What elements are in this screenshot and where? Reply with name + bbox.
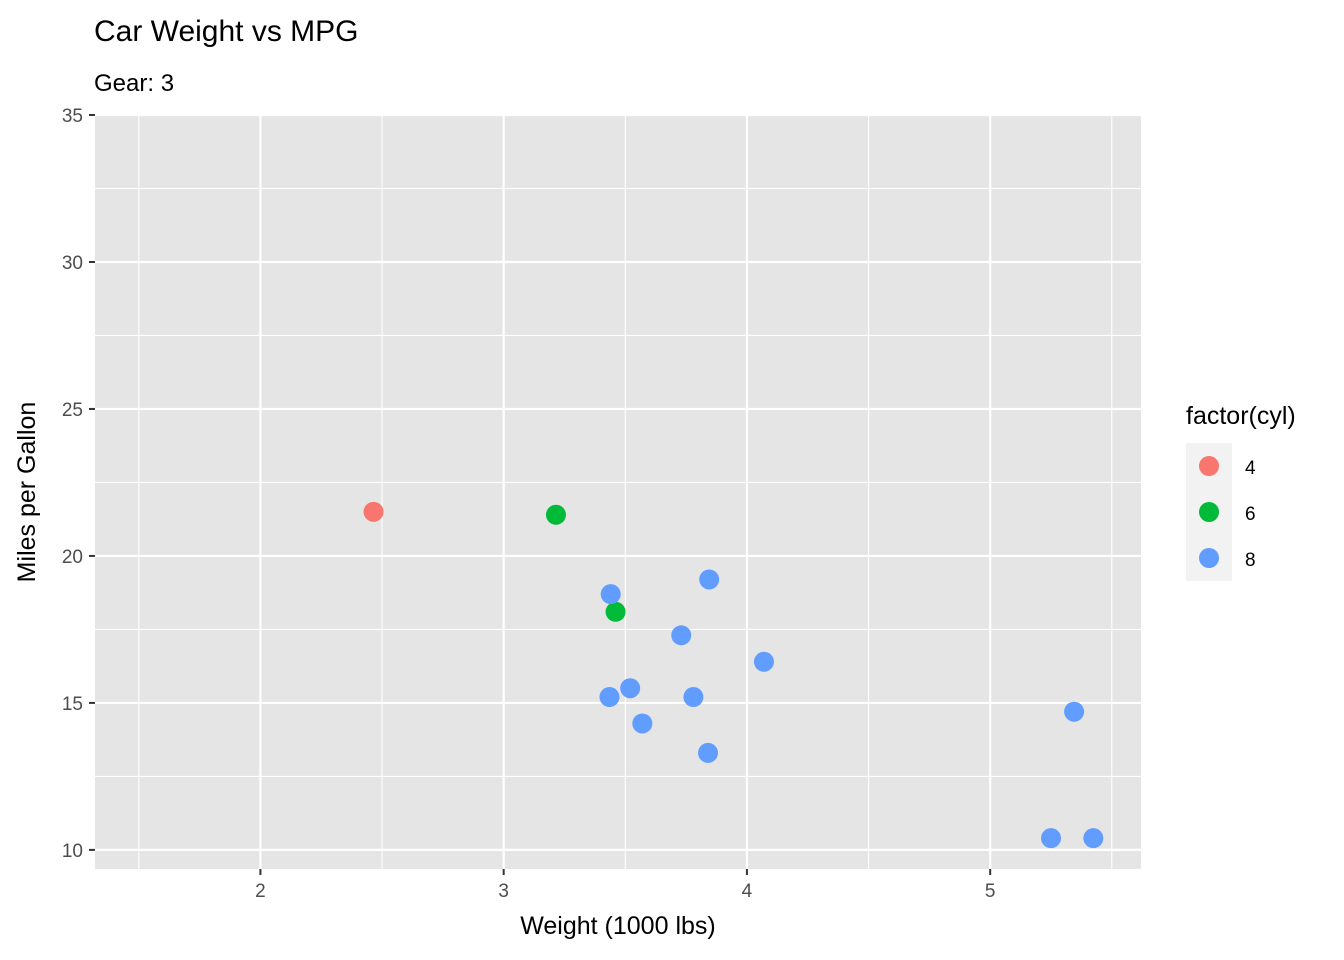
data-point-cyl-8 [753, 651, 774, 672]
y-tick-label: 20 [62, 547, 83, 568]
grid-minor [95, 115, 1141, 869]
y-tick-label: 25 [62, 400, 83, 421]
legend-key-4 [1199, 456, 1219, 476]
grid-major [95, 113, 1141, 869]
y-axis-title: Miles per Gallon [13, 402, 41, 583]
chart-title: Car Weight vs MPG [94, 15, 359, 48]
chart-subtitle: Gear: 3 [94, 70, 174, 97]
legend-title: factor(cyl) [1186, 402, 1296, 430]
y-tick-label: 15 [62, 694, 83, 715]
legend-label-6: 6 [1245, 504, 1256, 525]
legend-label-4: 4 [1245, 458, 1256, 479]
data-point-cyl-8 [699, 569, 720, 590]
x-axis: 2 3 4 5 [255, 869, 995, 902]
data-point-cyl-8 [671, 625, 692, 646]
legend-key-8 [1199, 548, 1219, 568]
data-point-cyl-6 [545, 504, 566, 525]
data-point-cyl-8 [632, 713, 653, 734]
y-tick-label: 30 [62, 253, 83, 274]
x-tick-label: 5 [985, 881, 996, 902]
x-tick-label: 4 [742, 881, 753, 902]
legend-keys [1199, 456, 1219, 568]
data-point-cyl-8 [1083, 828, 1104, 849]
y-axis: 10 15 20 25 30 35 [62, 106, 95, 862]
data-point-cyl-4 [363, 501, 384, 522]
legend-key-6 [1199, 502, 1219, 522]
x-tick-label: 3 [498, 881, 509, 902]
data-point-cyl-8 [683, 687, 704, 708]
data-point-cyl-8 [599, 687, 620, 708]
data-points [363, 501, 1104, 849]
data-point-cyl-8 [1040, 828, 1061, 849]
plot-panel [95, 115, 1141, 869]
data-point-cyl-6 [605, 601, 626, 622]
legend-label-8: 8 [1245, 550, 1256, 571]
y-tick-label: 10 [62, 841, 83, 862]
legend: factor(cyl) 4 6 8 [1186, 402, 1296, 581]
y-tick-label: 35 [62, 106, 83, 127]
data-point-cyl-8 [600, 584, 621, 605]
data-point-cyl-8 [1064, 701, 1085, 722]
x-axis-title: Weight (1000 lbs) [520, 912, 715, 940]
x-tick-label: 2 [255, 881, 266, 902]
data-point-cyl-8 [620, 678, 641, 699]
data-point-cyl-8 [698, 742, 719, 763]
